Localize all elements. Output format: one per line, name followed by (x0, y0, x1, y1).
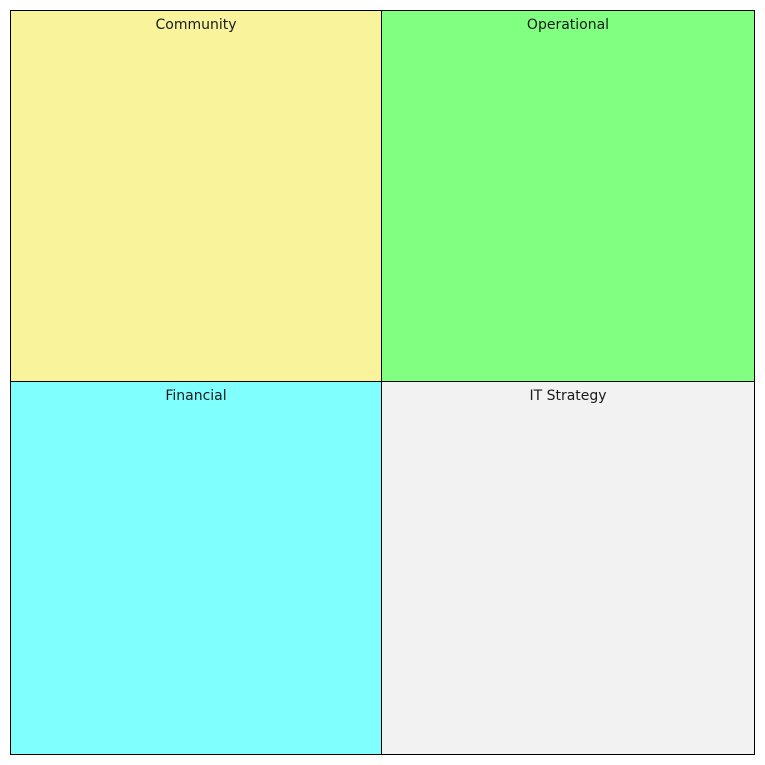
quadrant-grid: Community Operational Financial IT Strat… (10, 10, 755, 755)
quadrant-financial: Financial (11, 382, 382, 754)
quadrant-label-operational: Operational (526, 17, 610, 33)
quadrant-operational: Operational (382, 11, 754, 382)
quadrant-it-strategy: IT Strategy (382, 382, 754, 754)
quadrant-label-it-strategy: IT Strategy (529, 388, 607, 404)
quadrant-community: Community (11, 11, 382, 382)
quadrant-label-community: Community (155, 17, 237, 33)
quadrant-label-financial: Financial (165, 388, 227, 404)
